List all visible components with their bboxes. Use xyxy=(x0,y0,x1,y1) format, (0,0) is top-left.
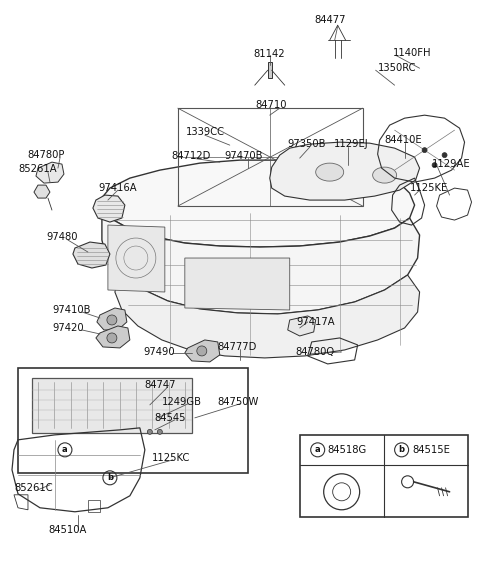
Circle shape xyxy=(157,430,162,434)
Polygon shape xyxy=(102,210,420,314)
Text: 1339CC: 1339CC xyxy=(186,127,225,137)
Text: 1129AE: 1129AE xyxy=(432,159,470,169)
Text: 1125KE: 1125KE xyxy=(409,183,448,193)
Text: 84750W: 84750W xyxy=(218,397,259,407)
Bar xyxy=(300,435,468,517)
Text: 97417A: 97417A xyxy=(297,317,336,327)
Ellipse shape xyxy=(372,167,396,183)
Circle shape xyxy=(107,333,117,343)
Text: 84777D: 84777D xyxy=(218,342,257,352)
Text: 97416A: 97416A xyxy=(98,183,136,193)
Polygon shape xyxy=(100,160,415,247)
Polygon shape xyxy=(96,326,130,348)
Polygon shape xyxy=(93,195,125,222)
Circle shape xyxy=(432,163,437,168)
Text: 84780Q: 84780Q xyxy=(296,347,335,357)
Text: 84410E: 84410E xyxy=(384,135,422,145)
Polygon shape xyxy=(270,142,420,200)
Text: 97350B: 97350B xyxy=(288,139,326,149)
Ellipse shape xyxy=(316,163,344,181)
Polygon shape xyxy=(185,258,290,310)
Text: 84510A: 84510A xyxy=(49,525,87,535)
Text: 97410B: 97410B xyxy=(52,305,90,315)
Text: 84477: 84477 xyxy=(314,15,346,25)
Bar xyxy=(32,378,192,433)
Polygon shape xyxy=(34,185,50,198)
Circle shape xyxy=(422,147,427,152)
Text: a: a xyxy=(315,446,321,454)
Circle shape xyxy=(147,430,152,434)
Polygon shape xyxy=(268,62,272,78)
Polygon shape xyxy=(36,162,64,183)
Bar xyxy=(178,108,363,206)
Text: 85261C: 85261C xyxy=(14,483,53,493)
Text: b: b xyxy=(107,473,113,483)
Text: b: b xyxy=(398,446,405,454)
Text: 1129EJ: 1129EJ xyxy=(334,139,368,149)
Text: 97470B: 97470B xyxy=(225,151,264,161)
Text: 97420: 97420 xyxy=(52,323,84,333)
Polygon shape xyxy=(185,340,220,362)
Text: 1125KC: 1125KC xyxy=(152,453,190,463)
Polygon shape xyxy=(288,316,316,336)
Text: 84545: 84545 xyxy=(155,413,186,423)
Text: 84710: 84710 xyxy=(256,100,287,110)
Bar xyxy=(18,368,248,473)
Text: 1140FH: 1140FH xyxy=(393,48,431,58)
Text: 84747: 84747 xyxy=(145,380,176,390)
Polygon shape xyxy=(73,242,110,268)
Polygon shape xyxy=(97,308,127,330)
Text: 84518G: 84518G xyxy=(328,445,367,455)
Polygon shape xyxy=(108,225,165,292)
Polygon shape xyxy=(115,274,420,358)
Circle shape xyxy=(107,315,117,325)
Text: 85261A: 85261A xyxy=(18,164,57,174)
Circle shape xyxy=(197,346,207,356)
Text: 1350RC: 1350RC xyxy=(378,63,416,73)
Circle shape xyxy=(442,152,447,158)
Text: 84780P: 84780P xyxy=(27,150,64,160)
Text: 1249GB: 1249GB xyxy=(162,397,202,407)
Text: 97490: 97490 xyxy=(144,347,176,357)
Text: 81142: 81142 xyxy=(254,50,286,59)
Text: a: a xyxy=(62,446,68,454)
Circle shape xyxy=(329,479,355,505)
Text: 84712D: 84712D xyxy=(172,151,211,161)
Text: 97480: 97480 xyxy=(46,232,77,242)
Text: 84515E: 84515E xyxy=(413,445,450,455)
